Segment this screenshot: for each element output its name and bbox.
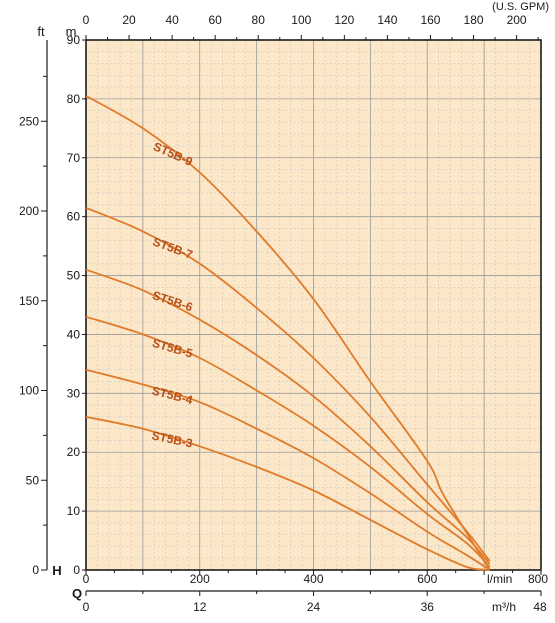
axis-letter-flow: Q xyxy=(72,586,82,601)
tick-label-gpm: 200 xyxy=(507,13,527,27)
tick-label-gpm: 0 xyxy=(83,13,90,27)
tick-label-ft: 150 xyxy=(19,294,39,308)
tick-label-m: 60 xyxy=(67,210,81,224)
curve-st5b-4 xyxy=(85,368,491,571)
axis-gpm: 0 20 40 60 80 100 120 140 160 180 200 xyxy=(83,13,539,40)
grid-minor xyxy=(86,40,541,570)
tick-label-gpm: 20 xyxy=(122,13,136,27)
tick-label-m: 30 xyxy=(67,386,81,400)
tick-label-ft: 200 xyxy=(19,204,39,218)
tick-label-ft: 0 xyxy=(32,563,39,577)
axis-flow-lmin: 0 200 400 600 800 xyxy=(83,570,548,586)
tick-label-ft: 250 xyxy=(19,114,39,128)
tick-label-gpm: 160 xyxy=(420,13,440,27)
tick-label-gpm: 60 xyxy=(208,13,222,27)
tick-label-m: 0 xyxy=(73,563,80,577)
tick-label-gpm: 120 xyxy=(334,13,354,27)
tick-label-m: 10 xyxy=(67,504,81,518)
curve-st5b-9 xyxy=(85,95,491,571)
tick-label-lmin: 400 xyxy=(303,572,323,586)
tick-label-ft: 100 xyxy=(19,384,39,398)
curve-st5b-5 xyxy=(85,315,491,568)
curve-st5b-3 xyxy=(85,416,490,571)
tick-label-m: 80 xyxy=(67,92,81,106)
tick-label-ft: 50 xyxy=(26,473,40,487)
tick-label-m3h: 0 xyxy=(83,600,90,614)
tick-label-lmin: 800 xyxy=(528,572,548,586)
tick-label-m3h: 12 xyxy=(193,600,207,614)
curve-st5b-7 xyxy=(85,206,491,562)
axis-letter-head: H xyxy=(52,563,61,578)
tick-label-lmin: 0 xyxy=(83,572,90,586)
tick-label-gpm: 180 xyxy=(464,13,484,27)
axis-flow-m3h: 0 12 24 36 48 xyxy=(83,590,547,614)
axis-unit-ft: ft xyxy=(37,24,45,39)
tick-label-gpm: 100 xyxy=(291,13,311,27)
tick-label-gpm: 80 xyxy=(252,13,266,27)
tick-label-m: 50 xyxy=(67,269,81,283)
axis-unit-m3h: m³/h xyxy=(492,600,516,614)
tick-label-m: 70 xyxy=(67,151,81,165)
axis-head-m: 0 10 20 30 40 50 60 70 80 90 xyxy=(67,33,86,577)
tick-label-m: 20 xyxy=(67,445,81,459)
tick-label-m: 90 xyxy=(67,33,81,47)
tick-label-lmin: 600 xyxy=(417,572,437,586)
tick-label-m3h: 24 xyxy=(307,600,321,614)
tick-label-gpm: 140 xyxy=(377,13,397,27)
tick-label-lmin: 200 xyxy=(190,572,210,586)
axis-ft: 0 50 100 150 200 250 xyxy=(19,40,48,577)
curves xyxy=(85,95,491,571)
axis-unit-gpm: (U.S. GPM) xyxy=(492,1,549,13)
tick-label-gpm: 40 xyxy=(165,13,179,27)
axis-unit-m: m xyxy=(66,24,77,39)
tick-label-m3h: 48 xyxy=(533,600,547,614)
curve-st5b-6 xyxy=(85,268,491,565)
axis-unit-lmin: l/min xyxy=(487,572,512,586)
tick-label-m3h: 36 xyxy=(421,600,435,614)
tick-label-m: 40 xyxy=(67,327,81,341)
